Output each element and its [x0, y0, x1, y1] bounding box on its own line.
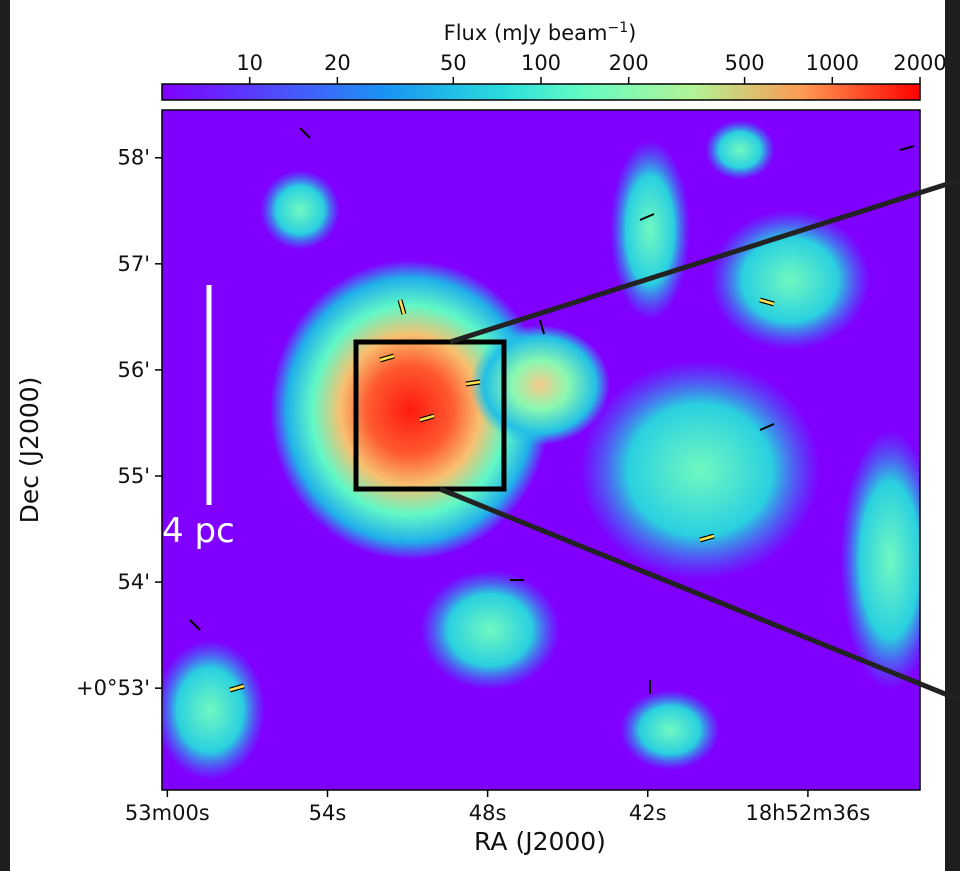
- x-tick-label: 42s: [629, 801, 667, 825]
- y-tick-label: 57': [118, 252, 151, 276]
- y-tick-label: 58': [118, 146, 151, 170]
- polarization-vectors: [189, 127, 915, 694]
- colorbar-tick-label: 10: [236, 51, 263, 75]
- colorbar-tick-label: 100: [521, 51, 561, 75]
- zoom-line: [439, 486, 960, 703]
- colorbar-label-main: Flux (mJy beam: [444, 21, 608, 45]
- colorbar-label: Flux (mJy beam−1): [444, 20, 637, 45]
- y-tick-label: 55': [118, 464, 151, 488]
- colorbar-label-end: ): [628, 21, 636, 45]
- x-tick-label: 48s: [469, 801, 507, 825]
- y-tick-label: +0°53': [76, 676, 150, 700]
- x-tick-label: 18h52m36s: [745, 801, 870, 825]
- colorbar: [161, 83, 921, 101]
- colorbar-tick-label: 500: [725, 51, 765, 75]
- colorbar-tick-label: 50: [440, 51, 467, 75]
- colorbar-tick-label: 2000: [893, 51, 946, 75]
- flux-map: [162, 110, 920, 790]
- y-tick-label: 54': [118, 570, 151, 594]
- zoom-line: [449, 177, 960, 345]
- scale-bar-label: 4 pc: [162, 511, 235, 551]
- colorbar-tick-label: 200: [609, 51, 649, 75]
- y-tick-label: 56': [118, 358, 151, 382]
- x-tick-label: 53m00s: [125, 801, 210, 825]
- y-axis-label: Dec (J2000): [15, 377, 44, 524]
- colorbar-tick-label: 1000: [806, 51, 859, 75]
- plot-frame: [161, 109, 921, 791]
- x-axis-label: RA (J2000): [474, 827, 606, 856]
- zoom-box: [353, 339, 507, 492]
- colorbar-tick-label: 20: [324, 51, 351, 75]
- colorbar-label-sup: −1: [608, 20, 629, 36]
- x-tick-label: 54s: [309, 801, 347, 825]
